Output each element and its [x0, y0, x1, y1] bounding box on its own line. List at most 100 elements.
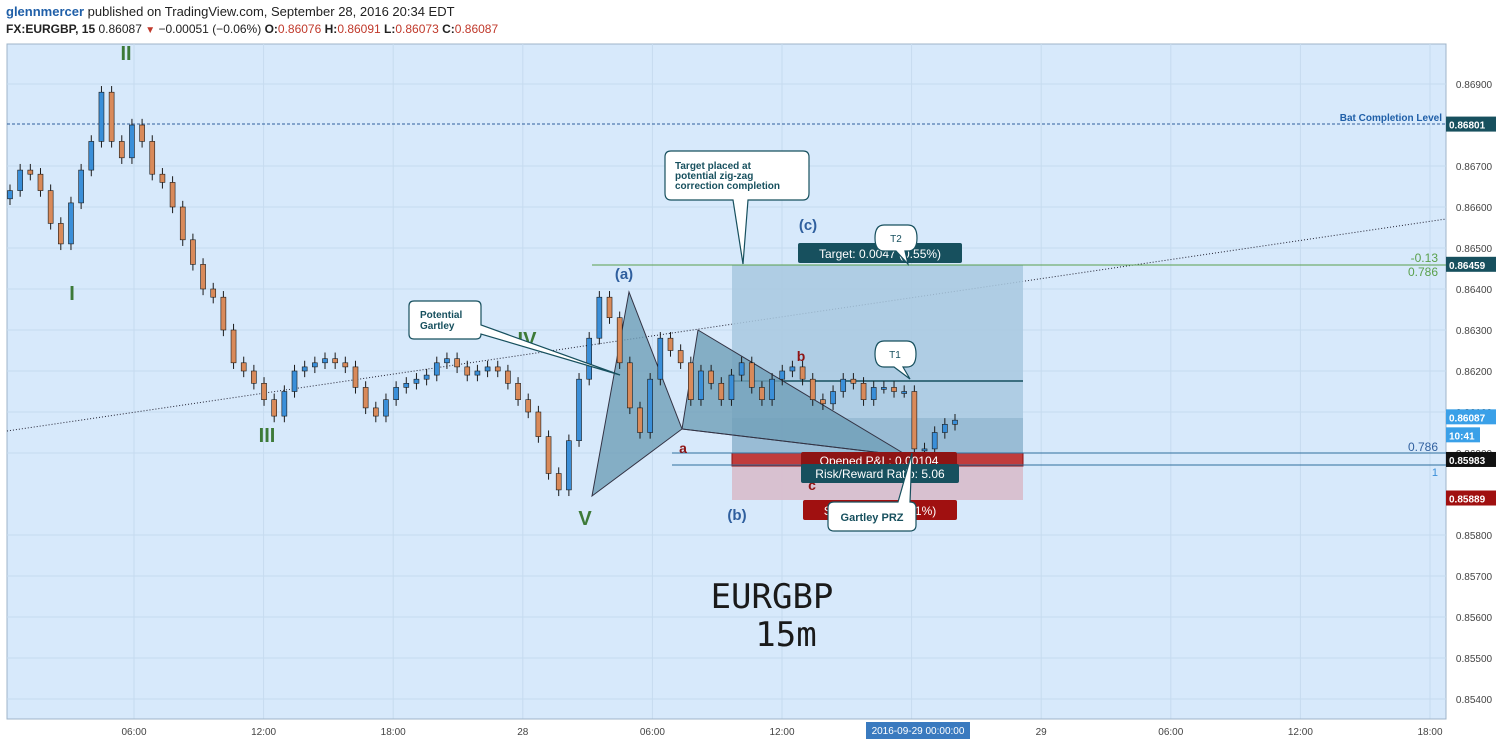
candle-body [68, 202, 74, 245]
price-tag [1446, 490, 1496, 506]
gartley-prz-callout[interactable]: Gartley PRZ [827, 452, 917, 532]
candle-body [555, 473, 562, 491]
candle-body [58, 223, 64, 245]
y-tick-label: 0.85600 [1456, 613, 1493, 624]
x-tick-label: 18:00 [381, 727, 406, 738]
price-chart[interactable]: Bat Completion Level -0.13 0.786 0.786 1… [0, 42, 1504, 746]
candle-body [240, 362, 247, 372]
candle-body [37, 173, 44, 191]
candle-body [779, 370, 786, 380]
price-tag [1446, 427, 1480, 443]
price-axis[interactable]: 0.86900 0.86700 0.86600 0.86500 0.86400 0.863… [1456, 80, 1493, 706]
potential-gartley-callout[interactable]: Potential Gartley [408, 300, 621, 376]
fib-1-label: 1 [1432, 467, 1438, 479]
candle-body [98, 91, 105, 142]
price-tag [1446, 451, 1496, 467]
candle-body [789, 366, 796, 372]
chart-header: glennmercer published on TradingView.com… [0, 0, 1504, 42]
candle-body [342, 362, 349, 368]
symbol-label[interactable]: FX:EURGBP, 15 [6, 22, 96, 36]
t2-label: T2 [890, 234, 902, 245]
fib-neg013-label: -0.13 [1411, 251, 1439, 265]
dotted-trendline[interactable] [6, 218, 1447, 432]
candle-body [423, 374, 430, 380]
candle-body [728, 374, 735, 401]
price-tag [1446, 409, 1496, 425]
y-tick-label: 0.86200 [1456, 367, 1493, 378]
low-label: L: [384, 22, 396, 36]
down-arrow-icon: ▼ [145, 25, 156, 36]
candle-body [88, 141, 95, 171]
author-link[interactable]: glennmercer [6, 4, 85, 19]
y-tick-label: 0.85400 [1456, 695, 1493, 706]
candle-body [139, 124, 145, 142]
wave-label-c-paren: (c) [799, 217, 817, 234]
candle-body [708, 370, 714, 384]
candle-body [373, 407, 379, 417]
candle-body [820, 399, 826, 405]
candle-body [830, 391, 836, 405]
fib-786b-label: 0.786 [1408, 440, 1438, 454]
y-tick-label: 0.86400 [1456, 285, 1493, 296]
candle-body [515, 382, 521, 400]
candle-body [179, 206, 186, 241]
candle-body [616, 317, 623, 364]
wave-label-ii: II [120, 43, 131, 65]
x-tick-label: 06:00 [121, 727, 146, 738]
time-axis[interactable]: 06:00 12:00 18:00 28 06:00 12:00 18:00 29 06:00 1… [7, 718, 1446, 739]
candle-body [535, 411, 542, 437]
candles[interactable] [7, 86, 958, 497]
pattern-xab-triangle[interactable] [591, 290, 683, 498]
candle-body [525, 399, 532, 413]
price-tag-label: 0.86801 [1449, 121, 1486, 132]
y-tick-label: 0.86500 [1456, 244, 1493, 255]
wave-label-iii: III [259, 425, 276, 447]
candle-body [230, 329, 237, 364]
pattern-bd-line [681, 428, 909, 457]
candle-body [261, 382, 267, 400]
candle-body [118, 141, 125, 159]
candle-body [647, 378, 653, 433]
low-value: 0.86073 [395, 22, 439, 36]
candle-body [190, 239, 196, 265]
candle-body [17, 169, 23, 191]
candle-body [129, 124, 135, 159]
last-price: 0.86087 [98, 22, 142, 36]
target-callout[interactable]: Target placed at potential zig-zag corre… [664, 150, 810, 265]
high-value: 0.86091 [337, 22, 381, 36]
y-tick-label: 0.86300 [1456, 326, 1493, 337]
candle-body [667, 337, 674, 351]
t1-callout[interactable]: T1 [874, 340, 917, 380]
candle-body [393, 387, 399, 400]
candle-body [881, 387, 887, 390]
wave-label-b-paren: (b) [727, 507, 746, 524]
candle-body [586, 337, 592, 380]
t1-label: T1 [889, 350, 901, 361]
candle-body [748, 362, 755, 388]
candle-body [870, 387, 877, 400]
candle-body [840, 378, 847, 392]
bat-completion-label: Bat Completion Level [1340, 113, 1442, 124]
open-label: O: [264, 22, 278, 36]
candle-body [454, 358, 460, 368]
candle-body [251, 370, 257, 384]
candle-body [718, 382, 725, 400]
candle-body [47, 190, 54, 224]
candle-body [637, 407, 643, 433]
candle-body [942, 423, 948, 433]
candle-body [108, 91, 115, 142]
fib-786-label: 0.786 [1408, 265, 1438, 279]
candle-body [220, 296, 227, 331]
candle-body [627, 362, 633, 409]
candle-body [809, 378, 816, 401]
wave-label-i: I [69, 283, 75, 305]
x-tick-label: 12:00 [1288, 727, 1313, 738]
candle-body [291, 370, 298, 392]
target-callout-line2: potential zig-zag [675, 171, 753, 182]
rr-box[interactable]: Risk/Reward Ratio: 5.06 [801, 464, 959, 483]
candle-body [921, 448, 928, 452]
candle-body [596, 296, 603, 339]
candle-body [281, 391, 288, 417]
t2-callout[interactable]: T2 [874, 224, 918, 267]
candle-body [169, 182, 176, 208]
